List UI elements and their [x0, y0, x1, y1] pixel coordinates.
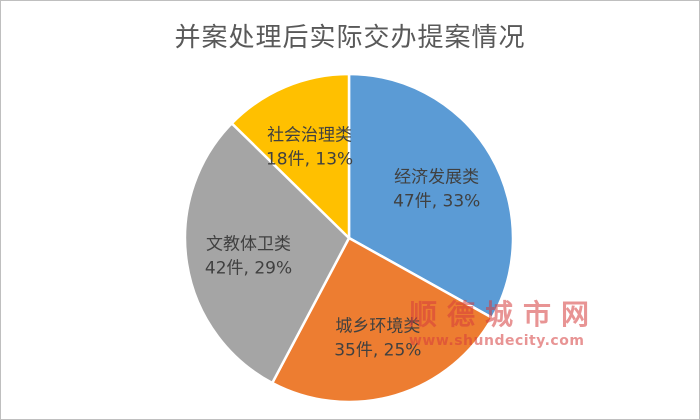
pie-slice-3	[183, 122, 351, 385]
slice-category-label-3: 文教体卫类	[206, 235, 291, 255]
slice-category-label-1: 经济发展类	[394, 168, 479, 188]
pie-slice-4	[230, 72, 351, 240]
pie-slice-1	[347, 72, 515, 320]
pie-slice-2	[271, 236, 494, 404]
chart-title: 并案处理后实际交办提案情况	[174, 23, 526, 53]
watermark: 顺德城市网 www.shundecity.com	[409, 293, 599, 349]
watermark-brand: 顺德城市网	[408, 298, 599, 331]
slice-value-label-3: 42件, 29%	[205, 259, 292, 279]
slice-value-label-1: 47件, 33%	[393, 192, 480, 212]
slice-value-label-2: 35件, 25%	[334, 341, 421, 361]
slice-category-label-4: 社会治理类	[267, 125, 352, 145]
slice-value-label-4: 18件, 13%	[266, 149, 353, 169]
watermark-url: www.shundecity.com	[408, 333, 585, 349]
slice-category-label-2: 城乡环境类	[335, 317, 420, 337]
